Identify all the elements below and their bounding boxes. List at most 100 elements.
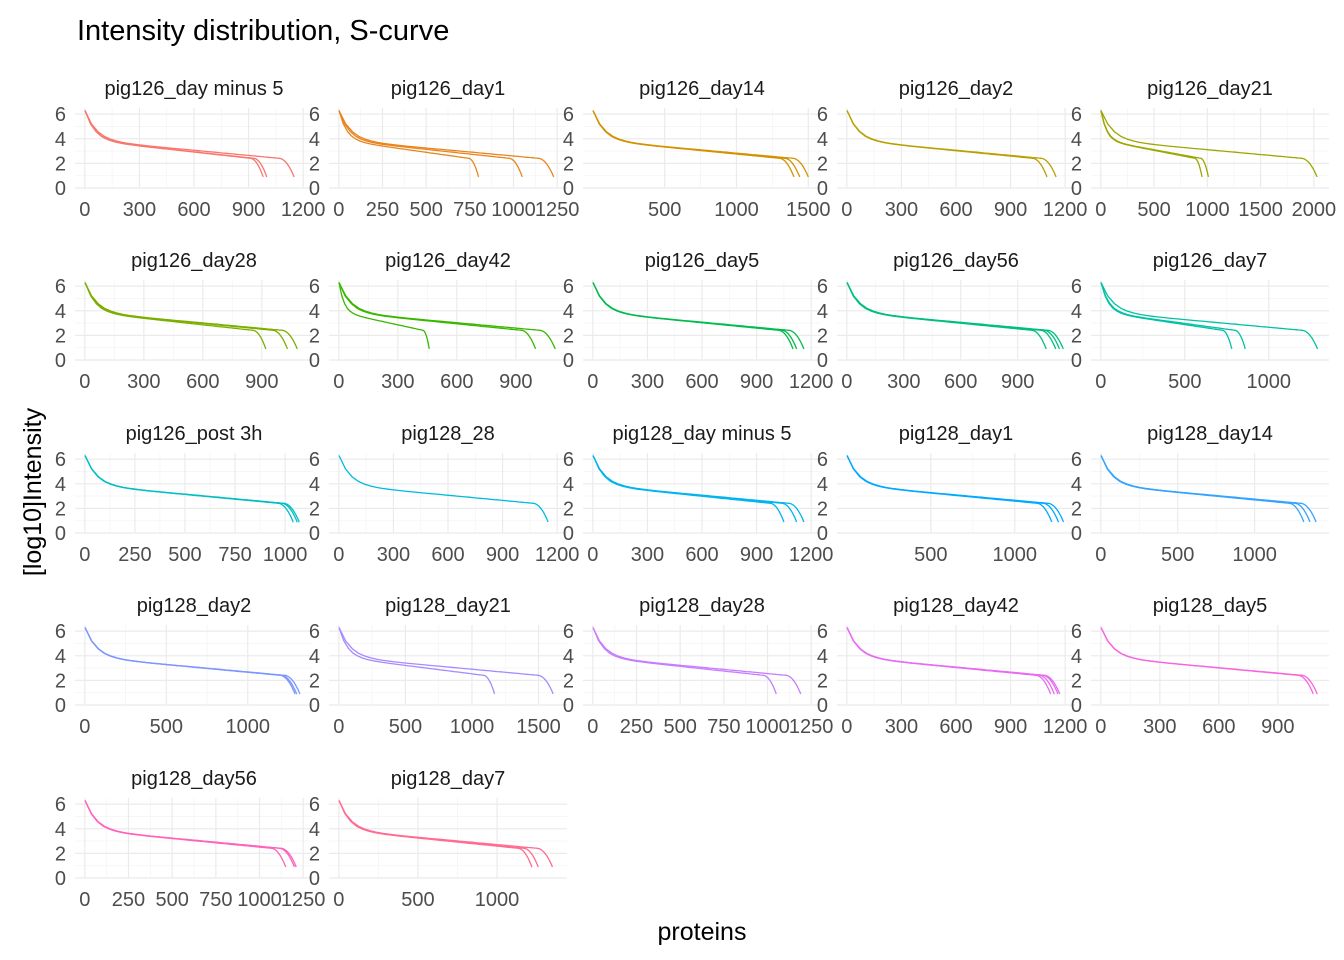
y-tick-label: 0 xyxy=(1071,178,1082,200)
series-line xyxy=(592,627,802,695)
y-tick-label: 2 xyxy=(1071,153,1082,175)
series-line xyxy=(1100,282,1319,350)
y-tick-label: 0 xyxy=(55,695,66,717)
x-tick-label: 0 xyxy=(1095,199,1106,221)
y-tick-label: 6 xyxy=(563,621,574,643)
x-tick-label: 900 xyxy=(499,371,532,393)
y-tick-label: 2 xyxy=(1071,325,1082,347)
x-tick-label: 1000 xyxy=(475,889,520,911)
series-line xyxy=(84,800,287,868)
facet-strip-label: pig128_28 xyxy=(401,423,494,445)
x-tick-label: 1000 xyxy=(491,199,536,221)
facet-strip-label: pig126_day42 xyxy=(385,250,511,272)
x-tick-label: 750 xyxy=(218,544,251,566)
y-tick-label: 6 xyxy=(1071,104,1082,126)
facet-strip-label: pig128_day1 xyxy=(899,423,1014,445)
x-tick-label: 750 xyxy=(453,199,486,221)
x-tick-label: 1250 xyxy=(535,199,580,221)
series-line xyxy=(1100,282,1246,350)
x-tick-label: 2000 xyxy=(1292,199,1337,221)
y-tick-label: 4 xyxy=(1071,129,1082,151)
series-line xyxy=(592,455,805,523)
y-tick-label: 4 xyxy=(1071,474,1082,496)
series-line xyxy=(846,455,1060,523)
y-tick-label: 2 xyxy=(309,843,320,865)
y-tick-label: 2 xyxy=(817,670,828,692)
facet-panel: pig126_day7 0 24 6 0 500 1000 xyxy=(1071,250,1329,393)
y-tick-label: 2 xyxy=(563,325,574,347)
x-tick-label: 0 xyxy=(79,371,90,393)
series-line xyxy=(1100,627,1314,695)
x-tick-label: 1000 xyxy=(1185,199,1230,221)
x-tick-label: 250 xyxy=(620,716,653,738)
y-tick-label: 0 xyxy=(309,868,320,890)
series-line xyxy=(338,627,496,695)
x-tick-label: 900 xyxy=(740,544,773,566)
y-tick-label: 0 xyxy=(309,695,320,717)
series-line xyxy=(592,110,801,178)
series-line xyxy=(84,627,298,695)
series-line xyxy=(338,455,549,523)
x-tick-label: 500 xyxy=(914,544,947,566)
y-tick-label: 0 xyxy=(817,178,828,200)
y-tick-label: 0 xyxy=(1071,695,1082,717)
x-axis-title: proteins xyxy=(658,918,747,946)
facet-panel: pig128_day21 0 24 6 0 500 1000 1500 xyxy=(309,595,567,738)
x-tick-label: 0 xyxy=(79,889,90,911)
facet-strip-label: pig126_day5 xyxy=(645,250,760,272)
facet-strip-label: pig128_day2 xyxy=(137,595,252,617)
y-tick-label: 4 xyxy=(309,129,320,151)
y-tick-label: 2 xyxy=(55,153,66,175)
y-tick-label: 0 xyxy=(563,178,574,200)
x-tick-label: 600 xyxy=(685,371,718,393)
y-tick-label: 4 xyxy=(817,646,828,668)
x-tick-label: 0 xyxy=(1095,371,1106,393)
series-line xyxy=(846,627,1055,695)
x-tick-label: 1000 xyxy=(1247,371,1292,393)
y-tick-label: 4 xyxy=(817,129,828,151)
y-tick-label: 2 xyxy=(55,670,66,692)
x-tick-label: 1500 xyxy=(786,199,831,221)
x-tick-label: 300 xyxy=(885,199,918,221)
facet-strip-label: pig128_day14 xyxy=(1147,423,1273,445)
series-line xyxy=(846,627,1052,695)
series-line xyxy=(84,110,295,178)
x-tick-label: 600 xyxy=(939,716,972,738)
series-line xyxy=(84,800,296,868)
y-tick-label: 6 xyxy=(309,276,320,298)
series-line xyxy=(1100,110,1318,178)
x-tick-label: 0 xyxy=(841,371,852,393)
x-tick-label: 0 xyxy=(587,544,598,566)
y-tick-label: 0 xyxy=(55,350,66,372)
facet-strip-label: pig128_day28 xyxy=(639,595,765,617)
y-tick-label: 0 xyxy=(55,178,66,200)
x-tick-label: 600 xyxy=(186,371,219,393)
series-line xyxy=(84,800,297,868)
x-tick-label: 1250 xyxy=(789,716,834,738)
x-tick-label: 1000 xyxy=(714,199,759,221)
x-tick-label: 1200 xyxy=(281,199,326,221)
y-tick-label: 0 xyxy=(817,695,828,717)
x-tick-label: 1000 xyxy=(226,716,271,738)
x-tick-label: 0 xyxy=(79,544,90,566)
series-line xyxy=(592,455,798,523)
series-line xyxy=(592,110,809,178)
series-line xyxy=(1100,282,1233,349)
x-tick-label: 1200 xyxy=(789,544,834,566)
x-tick-label: 900 xyxy=(994,199,1027,221)
facet-strip-label: pig128_day42 xyxy=(893,595,1019,617)
x-tick-label: 500 xyxy=(168,544,201,566)
y-tick-label: 0 xyxy=(309,523,320,545)
series-line xyxy=(84,627,301,695)
series-line xyxy=(338,110,523,177)
y-tick-label: 2 xyxy=(309,670,320,692)
y-tick-label: 4 xyxy=(309,474,320,496)
series-line xyxy=(84,455,298,523)
y-tick-label: 6 xyxy=(1071,621,1082,643)
